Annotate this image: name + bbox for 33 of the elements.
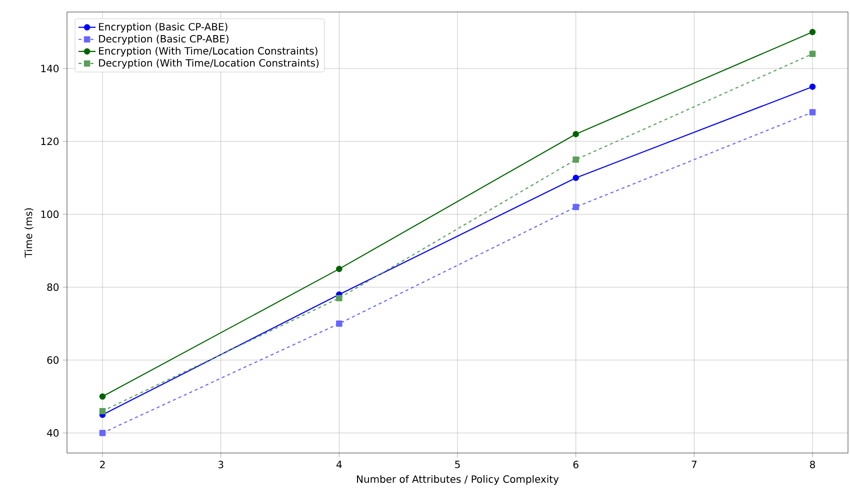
x-tick-label: 8 — [810, 460, 815, 468]
point — [99, 393, 106, 400]
y-tick-label: 120 — [41, 138, 59, 146]
y-tick-label: 40 — [47, 429, 59, 437]
x-tick-label: 4 — [336, 460, 342, 468]
point — [99, 408, 106, 414]
point — [809, 50, 816, 58]
x-tick-label: 6 — [573, 460, 578, 468]
y-tick-label: 60 — [47, 356, 59, 364]
x-tick-label: 5 — [455, 460, 460, 468]
y-tick-label: 80 — [47, 283, 59, 291]
point — [572, 204, 579, 210]
y-tick-label: 100 — [41, 210, 59, 218]
legend-label: Decryption (Basic CP-ABE) — [99, 34, 228, 44]
point — [336, 266, 342, 272]
legend-label: Decryption (With Time/Location Constraints) — [99, 58, 319, 69]
x-tick-label: 2 — [100, 460, 105, 468]
y-axis-title: Time (ms) — [24, 208, 34, 258]
point — [572, 130, 579, 138]
point — [572, 174, 579, 181]
legend-label: Encryption (With Time/Location Constraints) — [99, 46, 318, 57]
point — [809, 109, 816, 116]
point — [99, 430, 106, 436]
point — [336, 294, 342, 302]
point — [336, 320, 342, 327]
x-tick-label: 3 — [218, 460, 224, 468]
y-tick-label: 140 — [41, 64, 59, 72]
x-tick-label: 7 — [692, 460, 696, 468]
point — [809, 28, 816, 36]
legend-label: Encryption (Basic CP-ABE) — [99, 22, 228, 32]
x-axis-title: Number of Attributes / Policy Complexity — [357, 475, 559, 485]
point — [809, 84, 816, 90]
point — [572, 156, 579, 163]
